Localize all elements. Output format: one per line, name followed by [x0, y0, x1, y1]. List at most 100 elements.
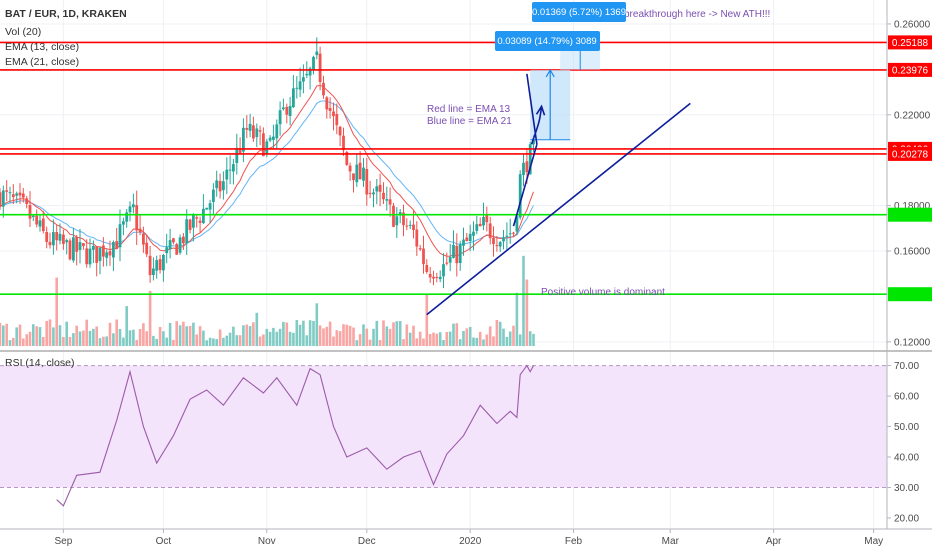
rsi-tick-label: 20.00 [894, 514, 919, 525]
volume-bar [332, 336, 335, 346]
volume-bar [302, 320, 305, 346]
measure-arrow-head [545, 68, 555, 78]
volume-bar [105, 336, 108, 346]
volume-bar [428, 334, 432, 346]
volume-bar [448, 331, 452, 346]
price-tick-label: 0.26000 [894, 19, 931, 30]
volume-bar [348, 325, 352, 346]
volume-bar [488, 326, 492, 346]
volume-bar [275, 331, 279, 346]
volume-bar [422, 338, 425, 346]
measure-tag-large-bg [495, 31, 600, 51]
volume-bar [248, 326, 252, 346]
volume-bar [235, 335, 239, 346]
candle-body [92, 246, 95, 250]
candle-body [21, 193, 25, 198]
volume-bar [202, 330, 205, 346]
volume-bar [295, 320, 299, 346]
rsi-title[interactable]: RSI (14, close) [5, 357, 74, 369]
volume-bar [442, 340, 445, 346]
candle-body [325, 97, 329, 110]
candle-body [395, 216, 399, 226]
candle-body [318, 53, 322, 82]
volume-bar [515, 292, 519, 346]
candle-body [305, 73, 309, 76]
volume-bar [455, 323, 459, 346]
volume-bar [285, 322, 289, 346]
candle-body [502, 237, 505, 242]
volume-bar [375, 320, 379, 346]
volume-bar [238, 335, 242, 346]
price-level-tag-bg [888, 35, 932, 50]
ema21-line [0, 100, 534, 248]
time-axis[interactable]: Sep Oct Nov Dec 2020 Feb Mar Apr May [55, 529, 884, 547]
candle-body [258, 130, 262, 132]
trendline [426, 102, 691, 316]
time-tick-label: May [864, 536, 883, 547]
price-level-tag: 0.20278 [892, 149, 929, 160]
candle-body [518, 174, 522, 218]
rsi-panel[interactable] [0, 364, 887, 507]
volume-bar [168, 322, 172, 346]
volume-bar [175, 321, 178, 346]
candle-body [158, 259, 162, 271]
candle-body [188, 219, 192, 230]
candle-body [478, 223, 482, 227]
volume-bar [312, 321, 315, 346]
candle-body [205, 207, 209, 210]
candle-body [152, 268, 155, 275]
candle-body [35, 215, 39, 225]
volume-bar [475, 337, 479, 346]
volume-bar [148, 290, 152, 346]
breakout-arrow-head [535, 104, 546, 116]
volume-bar [378, 340, 382, 346]
indicator-volume-label[interactable]: Vol (20) [5, 26, 41, 38]
price-tick-label: 0.12000 [894, 337, 931, 348]
candle-body [168, 240, 172, 250]
volume-bar [432, 332, 435, 346]
trendline [512, 144, 538, 227]
candle-body [192, 215, 195, 228]
volume-bar [345, 324, 349, 346]
volume-bar [528, 331, 532, 346]
candle-body [458, 244, 462, 263]
volume-bar [395, 321, 399, 346]
volume-bar [525, 279, 529, 346]
candle-body [85, 248, 89, 265]
measure-tag-small-bg [532, 2, 626, 22]
volume-bar [98, 338, 102, 346]
indicator-ema21-label[interactable]: EMA (21, close) [5, 56, 79, 68]
volume-bar [438, 332, 442, 346]
volume-bar [392, 322, 395, 346]
candle-body [508, 233, 512, 235]
candle-body [65, 240, 69, 243]
candle-body [468, 233, 472, 241]
candle-body [525, 161, 529, 173]
volume-bar [482, 339, 485, 346]
candle-body [195, 217, 199, 219]
volume-bar [142, 323, 145, 346]
price-axis[interactable]: 0.26000 0.22000 0.18000 0.16000 0.12000 [887, 19, 931, 348]
indicator-ema13-label[interactable]: EMA (13, close) [5, 41, 79, 53]
rsi-tick-label: 70.00 [894, 361, 919, 372]
volume-bar [118, 329, 122, 346]
candle-body [78, 242, 82, 250]
rsi-axis[interactable]: 70.00 60.00 50.00 40.00 30.00 20.00 [887, 361, 919, 525]
volume-bar [242, 325, 245, 346]
candle-body [25, 198, 29, 204]
candle-body [232, 164, 235, 172]
price-tick-label: 0.22000 [894, 110, 931, 121]
candle-body [5, 190, 9, 192]
rsi-tick-label: 60.00 [894, 392, 919, 403]
candle-body [445, 262, 449, 264]
symbol-title: BAT / EUR, 1D, KRAKEN [5, 8, 127, 20]
candle-body [162, 255, 165, 271]
volume-bar [265, 328, 269, 346]
candle-body [138, 228, 142, 233]
volume-bar [22, 338, 25, 346]
candle-body [332, 111, 335, 117]
candle-body [95, 246, 99, 263]
volume-bar [78, 331, 82, 346]
volume-bar [355, 340, 359, 346]
